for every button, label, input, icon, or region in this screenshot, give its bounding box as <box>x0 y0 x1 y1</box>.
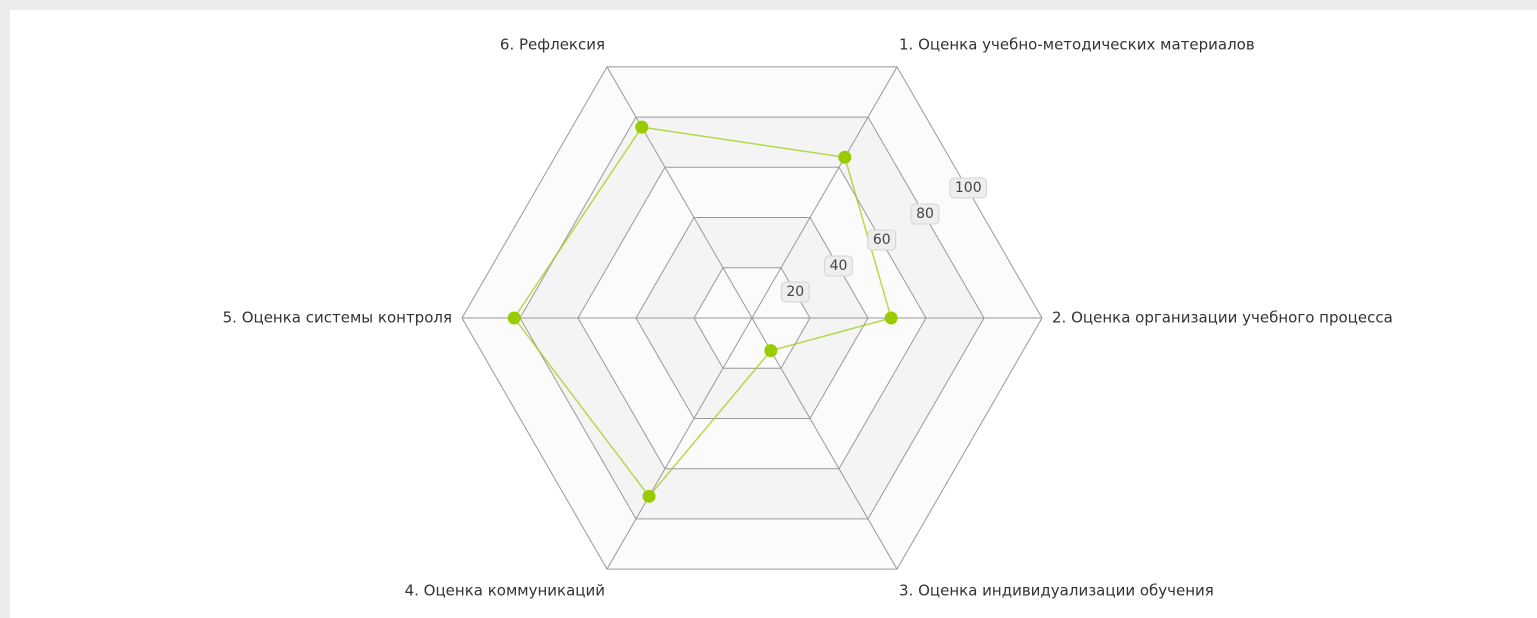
tick-label: 80 <box>916 206 934 222</box>
axis-label: 1. Оценка учебно-методических материалов <box>899 35 1255 53</box>
data-point <box>764 344 778 358</box>
axis-label: 6. Рефлексия <box>500 35 605 53</box>
axis-label: 4. Оценка коммуникаций <box>405 582 605 600</box>
axis-line <box>751 66 898 319</box>
axis-label: 3. Оценка индивидуализации обучения <box>899 582 1214 600</box>
data-point <box>642 489 656 503</box>
axis-line <box>606 66 753 319</box>
data-point <box>635 120 649 134</box>
axis-label: 2. Оценка организации учебного процесса <box>1052 309 1393 327</box>
tick-label-bg <box>867 229 897 251</box>
tick-label-bg <box>824 255 853 277</box>
axis-label: 5. Оценка системы контроля <box>223 309 452 327</box>
tick-label: 40 <box>830 258 848 274</box>
tick-label-bg <box>910 203 940 225</box>
data-point <box>507 311 521 325</box>
tick-label-bg <box>780 281 810 303</box>
axis-line <box>751 317 898 570</box>
data-point <box>838 150 852 164</box>
tick-label: 60 <box>873 232 891 248</box>
tick-label: 20 <box>786 284 804 300</box>
tick-label-bg <box>949 177 988 199</box>
axis-line <box>606 317 753 570</box>
tick-label: 100 <box>955 180 982 196</box>
data-point <box>884 311 898 325</box>
